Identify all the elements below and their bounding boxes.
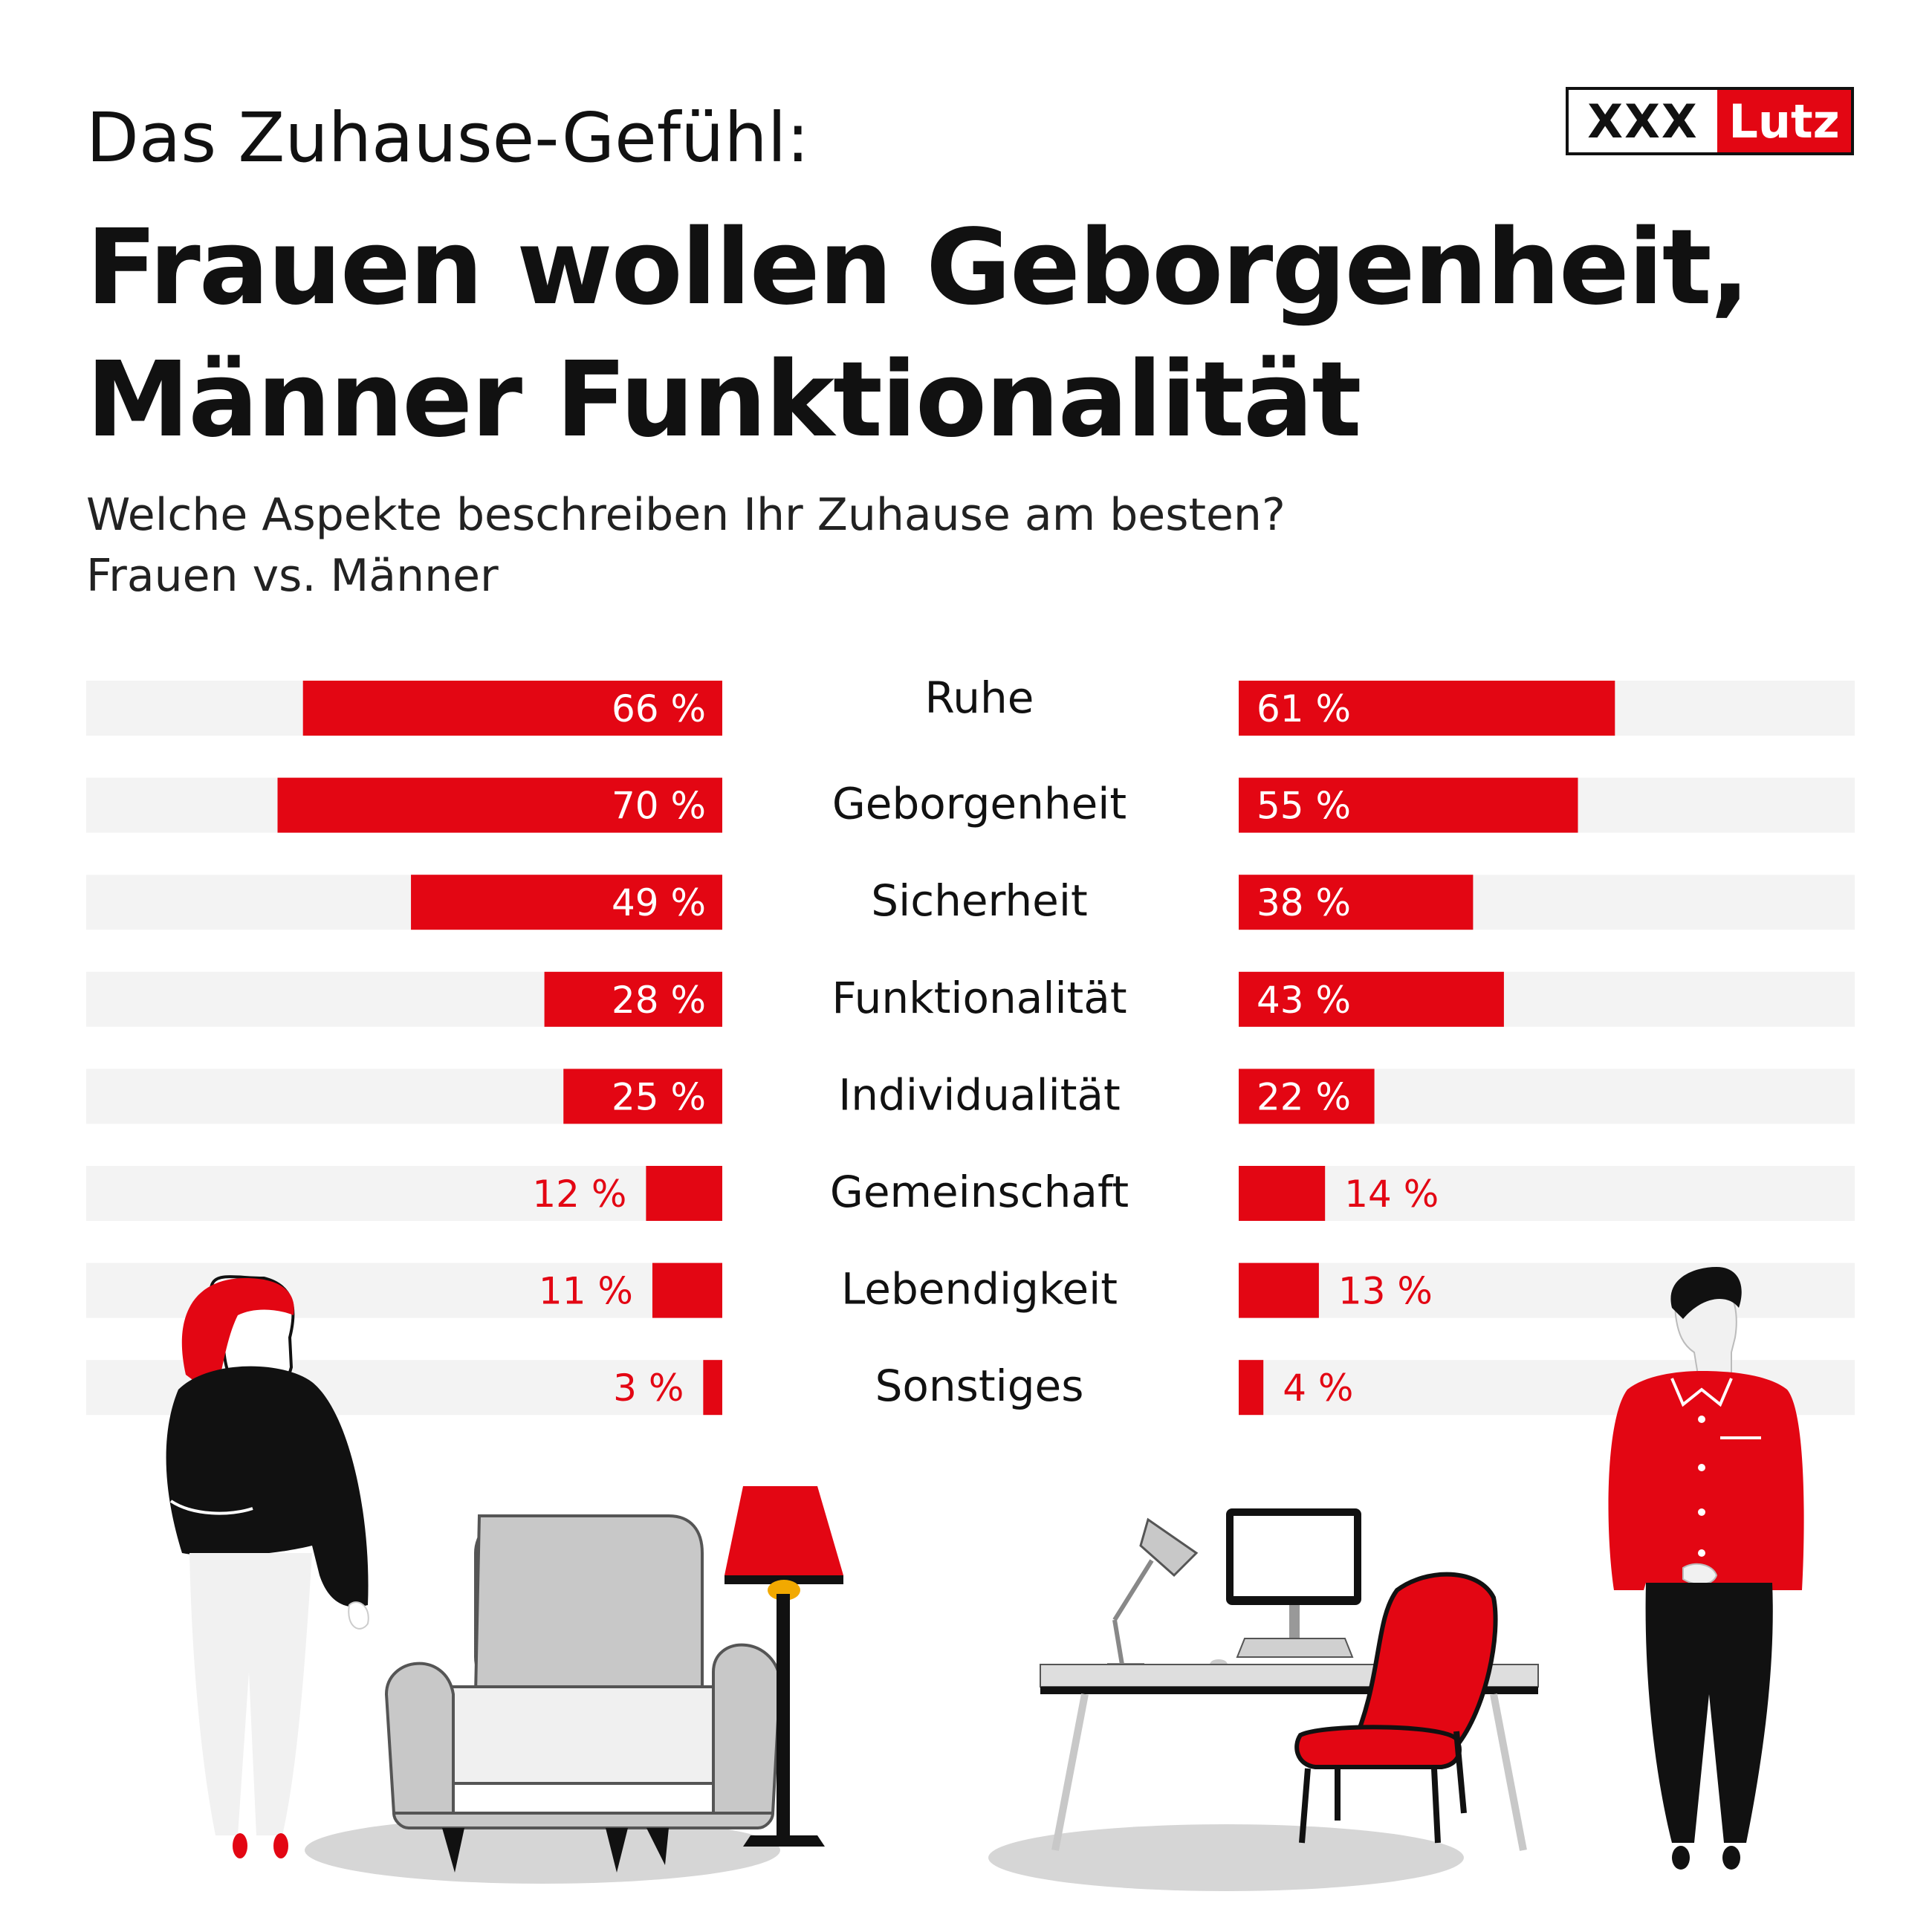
chair-icon — [1294, 1572, 1498, 1844]
data-label-left: 11 % — [539, 1270, 633, 1313]
bar-track-right — [1239, 1262, 1855, 1318]
category-label: Sicherheit — [871, 875, 1087, 926]
data-label-left: 70 % — [612, 785, 706, 828]
data-label-left: 12 % — [532, 1173, 626, 1216]
bar-right — [1239, 1166, 1326, 1221]
logo-lutz: Lutz — [1717, 90, 1851, 152]
category-label: Ruhe — [925, 672, 1034, 723]
title-line-2: Männer Funktionalität — [86, 340, 1361, 461]
data-label-right: 38 % — [1257, 881, 1351, 924]
bar-track-left — [86, 1166, 722, 1221]
bar-right — [1239, 1360, 1264, 1416]
bar-left — [563, 1069, 722, 1124]
category-label: Gemeinschaft — [830, 1167, 1129, 1217]
data-label-left: 3 % — [613, 1367, 684, 1410]
data-label-right: 4 % — [1283, 1367, 1353, 1410]
logo-xxx: XXX — [1587, 94, 1699, 149]
chart-subtitle: Welche Aspekte beschreiben Ihr Zuhause a… — [86, 484, 1286, 606]
bar-left — [302, 681, 722, 736]
data-label-right: 43 % — [1257, 979, 1351, 1022]
bar-left — [703, 1360, 722, 1416]
page-title: Frauen wollen Geborgenheit, Männer Funkt… — [86, 202, 1750, 467]
bar-right — [1239, 875, 1474, 930]
bar-left — [652, 1262, 722, 1318]
bar-track-right — [1239, 1166, 1855, 1221]
monitor-icon — [1210, 1508, 1361, 1670]
data-label-right: 61 % — [1257, 687, 1351, 730]
floor-lamp-icon — [724, 1486, 843, 1847]
bar-right — [1239, 971, 1504, 1027]
bar-right — [1239, 777, 1578, 833]
man-figure-icon — [1608, 1267, 1804, 1870]
data-label-left: 49 % — [612, 881, 706, 924]
woman-figure-icon — [166, 1275, 369, 1858]
bar-right — [1239, 681, 1615, 736]
data-label-left: 28 % — [612, 979, 706, 1022]
floor-shadow-right-icon — [988, 1824, 1464, 1891]
data-label-left: 25 % — [612, 1075, 706, 1118]
category-label: Funktionalität — [832, 973, 1127, 1023]
question-text: Welche Aspekte beschreiben Ihr Zuhause a… — [86, 489, 1286, 541]
category-label: Sonstiges — [875, 1361, 1084, 1411]
data-label-right: 14 % — [1344, 1173, 1439, 1216]
kicker-heading: Das Zuhause-Gefühl: — [86, 98, 810, 178]
category-label: Geborgenheit — [832, 779, 1127, 829]
brand-logo: XXX Lutz — [1566, 87, 1854, 155]
comparison-text: Frauen vs. Männer — [86, 550, 499, 602]
bar-left — [277, 777, 722, 833]
bar-right — [1239, 1069, 1375, 1124]
armchair-icon — [384, 1514, 782, 1873]
bar-left — [411, 875, 722, 930]
data-label-right: 55 % — [1257, 785, 1351, 828]
data-label-right: 13 % — [1338, 1270, 1433, 1313]
category-label: Individualität — [838, 1069, 1121, 1120]
bar-right — [1239, 1262, 1319, 1318]
desk-lamp-icon — [1107, 1517, 1199, 1670]
bar-left — [646, 1166, 722, 1221]
bar-left — [544, 971, 722, 1027]
category-label: Lebendigkeit — [841, 1264, 1118, 1315]
data-label-left: 66 % — [612, 687, 706, 730]
title-line-1: Frauen wollen Geborgenheit, — [86, 207, 1750, 328]
data-label-right: 22 % — [1257, 1075, 1351, 1118]
